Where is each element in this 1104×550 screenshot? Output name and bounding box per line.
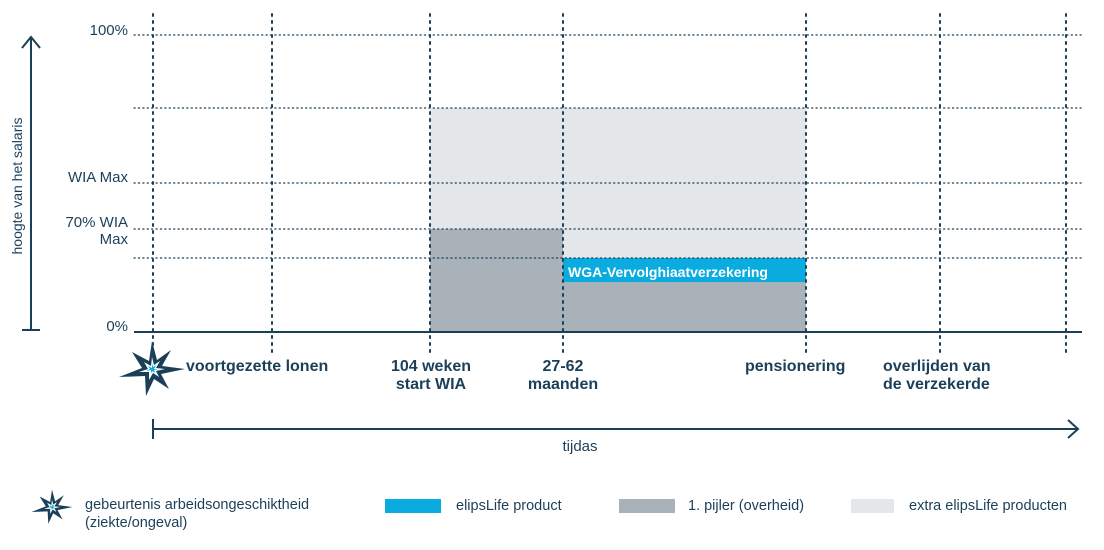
event-label-27-62-maanden: 27-62 maanden <box>527 358 599 393</box>
y-axis-title: hoogte van het salaris <box>9 117 25 255</box>
x-axis-title: tijdas <box>562 438 598 455</box>
y-tick-wia-max: WIA Max <box>67 169 128 186</box>
y-tick-100: 100% <box>89 22 128 39</box>
x-axis-arrow <box>152 419 1080 439</box>
legend-star-icon <box>31 489 73 524</box>
event-label-voortgezette-lonen: voortgezette lonen <box>186 358 329 375</box>
event-label-overlijden: overlijden van de verzekerde <box>883 358 991 393</box>
y-axis-arrow <box>21 35 41 331</box>
event-star-icon <box>119 341 185 396</box>
legend-label-extra: extra elipsLife producten <box>909 498 1067 514</box>
wga-product-label: WGA-Vervolghiaatverzekering <box>568 264 768 280</box>
legend-label-event: gebeurtenis arbeidsongeschiktheid (ziekt… <box>85 497 310 531</box>
legend-label-pillar: 1. pijler (overheid) <box>688 498 805 514</box>
legend-swatch-pillar <box>619 499 675 513</box>
pillar-block-followup <box>563 282 806 332</box>
legend-label-product: elipsLife product <box>456 498 562 514</box>
event-label-104-weken: 104 weken start WIA <box>390 358 472 393</box>
y-tick-70-wia-max: 70% WIA Max <box>65 214 128 248</box>
legend-swatch-extra <box>851 499 894 513</box>
horizontal-gridlines <box>133 34 1083 259</box>
vertical-gridlines <box>152 13 1067 353</box>
legend-swatch-product <box>385 499 441 513</box>
event-label-pensionering: pensionering <box>745 358 846 375</box>
pillar-block-wia <box>430 229 563 332</box>
y-tick-0: 0% <box>106 318 128 335</box>
wga-product-block <box>563 258 806 282</box>
